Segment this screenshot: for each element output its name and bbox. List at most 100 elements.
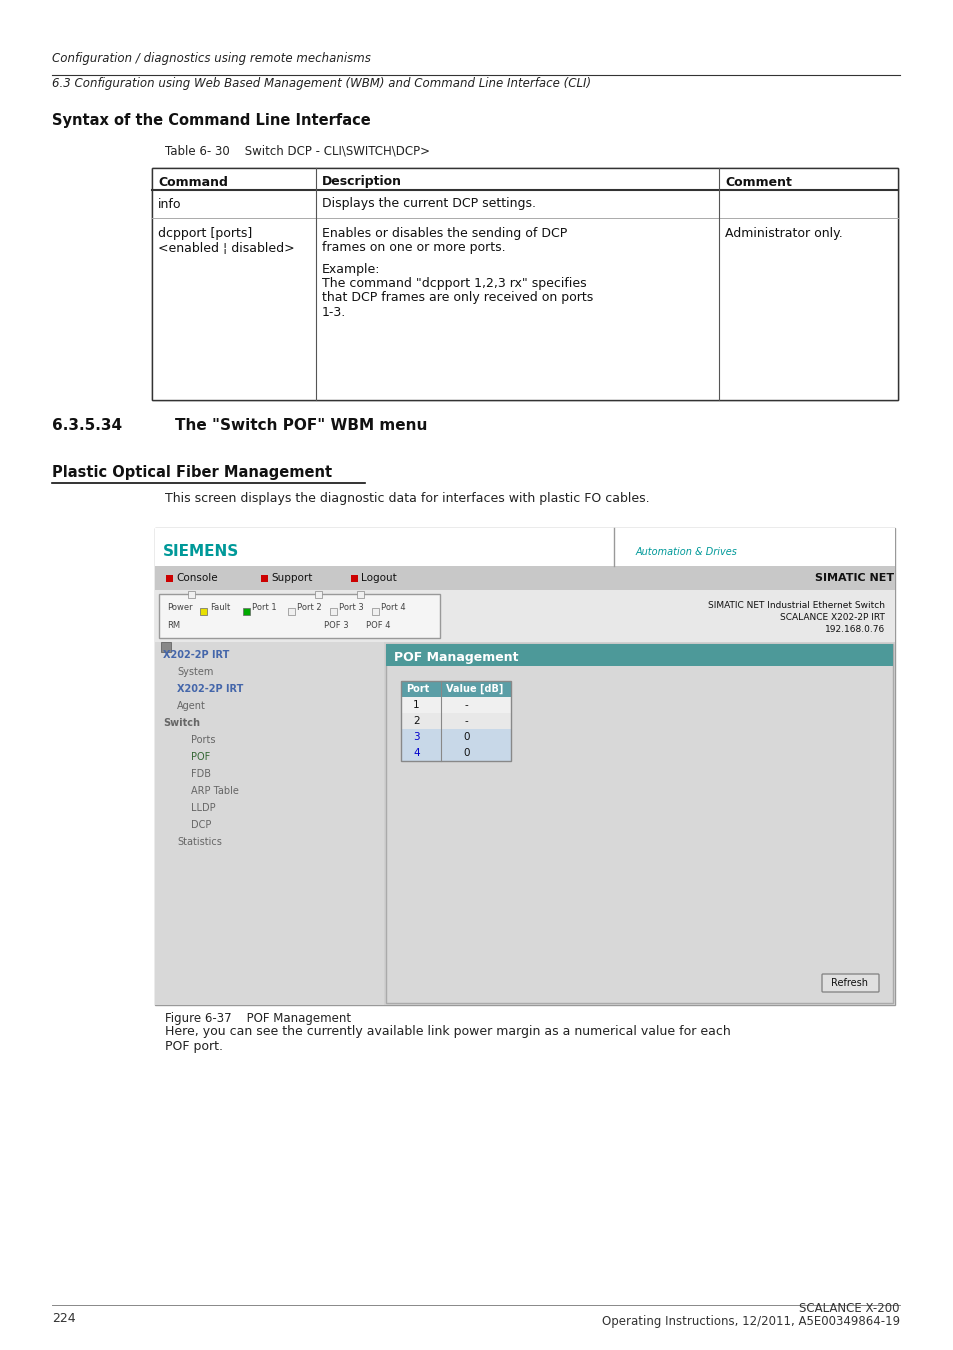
Text: 6.3.5.34: 6.3.5.34: [52, 418, 122, 433]
Text: Console: Console: [175, 572, 217, 583]
Text: Comment: Comment: [724, 176, 791, 189]
Text: POF Management: POF Management: [394, 652, 518, 664]
Text: Value [dB]: Value [dB]: [446, 684, 503, 694]
Text: 192.168.0.76: 192.168.0.76: [824, 625, 884, 634]
Text: System: System: [177, 667, 213, 676]
Text: Table 6- 30    Switch DCP - CLI\SWITCH\DCP>: Table 6- 30 Switch DCP - CLI\SWITCH\DCP>: [165, 144, 430, 158]
Text: RM: RM: [167, 621, 180, 630]
Bar: [152, 217, 897, 400]
Text: 0: 0: [462, 748, 469, 757]
Bar: [401, 697, 511, 713]
Bar: [161, 643, 171, 652]
Text: Example:: Example:: [322, 263, 380, 277]
Text: 1: 1: [413, 701, 419, 710]
Text: Command: Command: [158, 176, 228, 189]
Text: 0: 0: [462, 732, 469, 742]
Text: POF: POF: [191, 752, 210, 761]
Bar: [401, 680, 511, 761]
Text: -: -: [464, 701, 468, 710]
Text: dcpport [ports]: dcpport [ports]: [158, 228, 252, 240]
Bar: [401, 729, 511, 745]
Bar: [152, 190, 897, 217]
Text: 2: 2: [413, 716, 419, 726]
Bar: [159, 594, 439, 639]
Text: 3: 3: [413, 732, 419, 742]
Bar: [401, 680, 511, 697]
Text: Switch: Switch: [163, 718, 200, 728]
Bar: [154, 643, 894, 1004]
Text: X202-2P IRT: X202-2P IRT: [177, 684, 243, 694]
Bar: [314, 591, 322, 598]
Bar: [261, 575, 268, 582]
Text: Fault: Fault: [210, 603, 230, 613]
Text: LLDP: LLDP: [191, 803, 215, 813]
Bar: [154, 528, 894, 1004]
Bar: [154, 528, 894, 566]
Text: 224: 224: [52, 1311, 75, 1324]
Bar: [356, 591, 364, 598]
Text: Configuration / diagnostics using remote mechanisms: Configuration / diagnostics using remote…: [52, 53, 371, 65]
Bar: [243, 608, 250, 616]
Bar: [152, 167, 897, 190]
Text: Port 2: Port 2: [296, 603, 321, 613]
Text: Syntax of the Command Line Interface: Syntax of the Command Line Interface: [52, 113, 371, 128]
Bar: [401, 713, 511, 729]
Text: Ports: Ports: [191, 734, 215, 745]
Bar: [372, 608, 378, 616]
Text: 6.3 Configuration using Web Based Management (WBM) and Command Line Interface (C: 6.3 Configuration using Web Based Manage…: [52, 77, 591, 90]
Text: info: info: [158, 197, 181, 211]
Bar: [154, 590, 894, 643]
Text: The command "dcpport 1,2,3 rx" specifies: The command "dcpport 1,2,3 rx" specifies: [322, 278, 586, 290]
Text: frames on one or more ports.: frames on one or more ports.: [322, 242, 505, 255]
Text: 4: 4: [413, 748, 419, 757]
Text: Administrator only.: Administrator only.: [724, 228, 841, 240]
Text: The "Switch POF" WBM menu: The "Switch POF" WBM menu: [174, 418, 427, 433]
Text: SIMATIC NET: SIMATIC NET: [814, 572, 893, 583]
Bar: [401, 745, 511, 761]
FancyBboxPatch shape: [821, 973, 878, 992]
Bar: [330, 608, 336, 616]
Bar: [288, 608, 294, 616]
Bar: [166, 575, 172, 582]
Text: DCP: DCP: [191, 819, 212, 830]
Text: Automation & Drives: Automation & Drives: [636, 547, 737, 558]
Text: SIMATIC NET Industrial Ethernet Switch: SIMATIC NET Industrial Ethernet Switch: [707, 602, 884, 610]
Text: Statistics: Statistics: [177, 837, 222, 846]
Text: that DCP frames are only received on ports: that DCP frames are only received on por…: [322, 292, 593, 305]
Text: Plastic Optical Fiber Management: Plastic Optical Fiber Management: [52, 464, 332, 481]
Text: FDB: FDB: [191, 769, 211, 779]
Text: Here, you can see the currently available link power margin as a numerical value: Here, you can see the currently availabl…: [165, 1025, 730, 1053]
Text: This screen displays the diagnostic data for interfaces with plastic FO cables.: This screen displays the diagnostic data…: [165, 491, 649, 505]
Bar: [351, 575, 357, 582]
Text: X202-2P IRT: X202-2P IRT: [163, 649, 229, 660]
Text: Enables or disables the sending of DCP: Enables or disables the sending of DCP: [322, 228, 567, 240]
Text: Refresh: Refresh: [831, 977, 867, 988]
Bar: [188, 591, 194, 598]
Text: SCALANCE X202-2P IRT: SCALANCE X202-2P IRT: [780, 613, 884, 622]
Text: Displays the current DCP settings.: Displays the current DCP settings.: [322, 197, 536, 211]
Bar: [152, 167, 897, 400]
Text: <enabled ¦ disabled>: <enabled ¦ disabled>: [158, 242, 294, 255]
Text: Agent: Agent: [177, 701, 206, 711]
Text: Port 4: Port 4: [380, 603, 405, 613]
Text: POF 3: POF 3: [324, 621, 348, 630]
Text: Port 1: Port 1: [252, 603, 276, 613]
Bar: [152, 167, 897, 400]
Text: Description: Description: [322, 176, 402, 189]
Text: 1-3.: 1-3.: [322, 305, 346, 319]
Text: POF 4: POF 4: [366, 621, 390, 630]
Bar: [154, 643, 384, 1004]
Bar: [154, 566, 894, 590]
Bar: [200, 608, 207, 616]
Text: Port 3: Port 3: [338, 603, 363, 613]
Text: Port: Port: [406, 684, 429, 694]
Text: Operating Instructions, 12/2011, A5E00349864-19: Operating Instructions, 12/2011, A5E0034…: [601, 1315, 899, 1328]
Bar: [386, 644, 892, 666]
Text: Support: Support: [271, 572, 312, 583]
Text: -: -: [464, 716, 468, 726]
Text: Power: Power: [167, 603, 193, 613]
Text: ARP Table: ARP Table: [191, 786, 238, 796]
Text: Logout: Logout: [360, 572, 396, 583]
Text: Figure 6-37    POF Management: Figure 6-37 POF Management: [165, 1012, 351, 1025]
Bar: [386, 644, 892, 1003]
